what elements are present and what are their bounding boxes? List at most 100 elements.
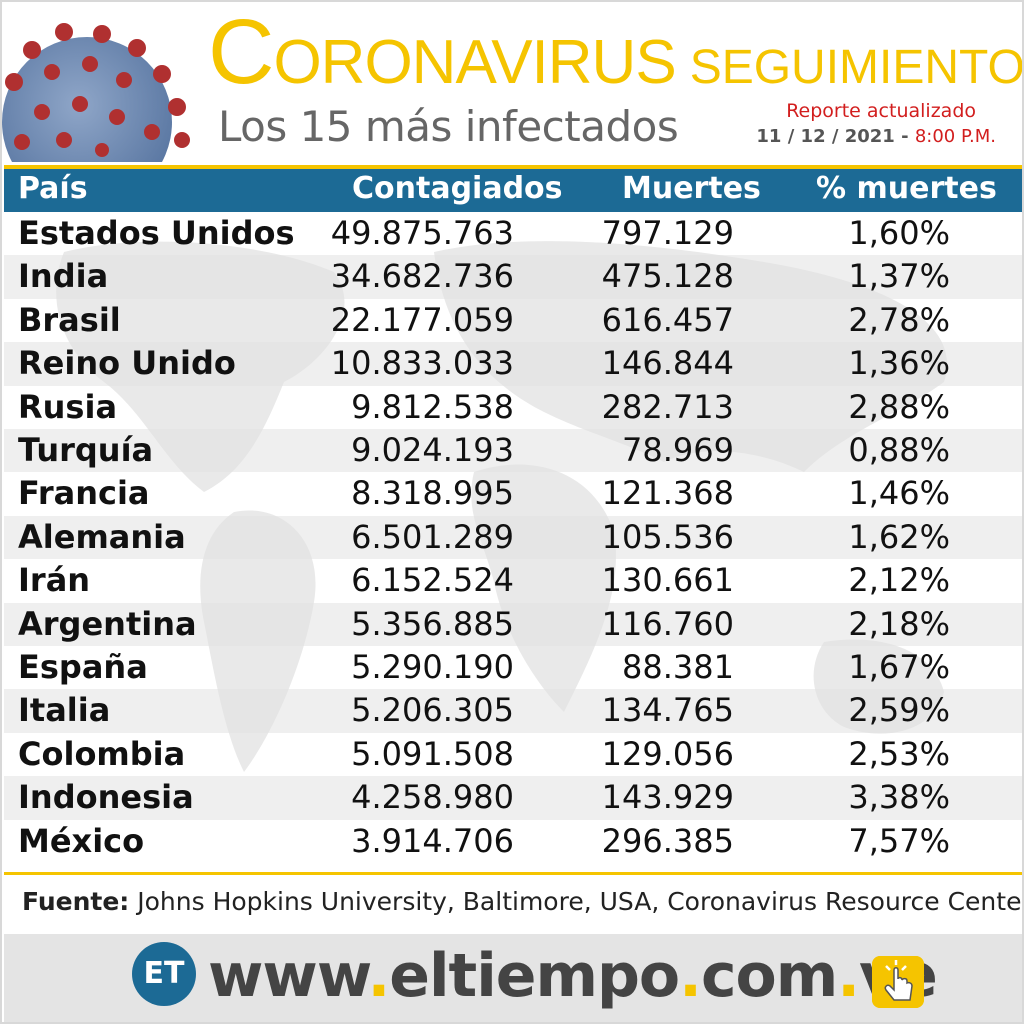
cell-country: Francia — [18, 474, 150, 513]
cell-pct: 2,18% — [848, 604, 950, 643]
cell-deaths: 146.844 — [601, 344, 734, 383]
cell-deaths: 129.056 — [601, 734, 734, 773]
cell-country: Reino Unido — [18, 344, 236, 383]
cell-deaths: 105.536 — [601, 517, 734, 556]
cell-deaths: 616.457 — [601, 300, 734, 339]
table-row: Turquía 9.024.193 78.969 0,88% — [4, 429, 1022, 473]
cell-cases: 5.356.885 — [351, 604, 514, 643]
table-row: Indonesia 4.258.980 143.929 3,38% — [4, 776, 1022, 820]
cell-country: Estados Unidos — [18, 214, 295, 252]
table-row: Estados Unidos 49.875.763 797.129 1,60% — [4, 212, 1022, 255]
cell-deaths: 88.381 — [622, 648, 734, 686]
cell-deaths: 797.129 — [601, 214, 734, 252]
cell-pct: 2,88% — [848, 387, 950, 426]
cell-country: Alemania — [18, 517, 186, 556]
cell-deaths: 116.760 — [601, 604, 734, 643]
footer: ET www.eltiempo.com.ve — [4, 934, 1022, 1022]
cell-country: Turquía — [18, 431, 154, 469]
cell-pct: 3,38% — [848, 778, 950, 817]
cell-deaths: 475.128 — [601, 257, 734, 296]
table-row: España 5.290.190 88.381 1,67% — [4, 646, 1022, 689]
table-row: México 3.914.706 296.385 7,57% — [4, 820, 1022, 863]
cell-cases: 6.152.524 — [351, 561, 514, 600]
column-header-deaths: Muertes — [622, 171, 761, 206]
cell-pct: 1,36% — [848, 344, 950, 383]
cell-pct: 0,88% — [848, 431, 950, 469]
cell-pct: 1,60% — [848, 214, 950, 252]
site-part: eltiempo — [389, 941, 680, 1011]
table-row: Brasil 22.177.059 616.457 2,78% — [4, 299, 1022, 342]
cell-deaths: 121.368 — [601, 474, 734, 513]
cell-cases: 5.290.190 — [351, 648, 514, 686]
table-row: Reino Unido 10.833.033 146.844 1,36% — [4, 342, 1022, 386]
table-row: Rusia 9.812.538 282.713 2,88% — [4, 386, 1022, 429]
source-label: Fuente: — [22, 887, 130, 916]
site-part: www — [208, 941, 368, 1011]
title-secondary: SEGUIMIENTO — [689, 41, 1024, 94]
cell-cases: 4.258.980 — [351, 778, 514, 817]
cell-cases: 5.206.305 — [351, 691, 514, 730]
table-row: Argentina 5.356.885 116.760 2,18% — [4, 602, 1022, 646]
table-row: Irán 6.152.524 130.661 2,12% — [4, 559, 1022, 602]
cell-country: Argentina — [18, 604, 197, 643]
cell-pct: 2,59% — [848, 691, 950, 730]
cell-cases: 34.682.736 — [330, 257, 514, 296]
cell-country: México — [18, 821, 145, 860]
table-bottom-rule — [4, 872, 1022, 875]
cell-country: Indonesia — [18, 778, 194, 817]
title-initial: C — [208, 1, 274, 103]
cell-cases: 5.091.508 — [351, 734, 514, 773]
cell-deaths: 282.713 — [601, 387, 734, 426]
coronavirus-icon — [2, 23, 190, 162]
cell-deaths: 296.385 — [601, 821, 734, 860]
cell-pct: 2,78% — [848, 300, 950, 339]
cell-pct: 1,46% — [848, 474, 950, 513]
site-dot: . — [367, 941, 390, 1011]
report-date-value: 11 / 12 / 2021 - — [756, 126, 909, 147]
report-label: Reporte actualizado — [786, 100, 976, 122]
page-subtitle: Los 15 más infectados — [218, 102, 679, 151]
cell-pct: 2,53% — [848, 734, 950, 773]
report-date: 11 / 12 / 2021 - 8:00 P.M. — [756, 126, 996, 147]
cell-cases: 9.812.538 — [351, 387, 514, 426]
cell-country: India — [18, 257, 109, 296]
source-text: Johns Hopkins University, Baltimore, USA… — [129, 887, 1024, 916]
cell-pct: 2,12% — [848, 561, 950, 600]
cell-cases: 9.024.193 — [351, 431, 514, 469]
table-row: Colombia 5.091.508 129.056 2,53% — [4, 733, 1022, 776]
cell-cases: 8.318.995 — [351, 474, 514, 513]
cell-country: Rusia — [18, 387, 118, 426]
cell-country: Italia — [18, 691, 111, 730]
report-time: 8:00 P.M. — [914, 126, 996, 147]
column-header-country: País — [18, 171, 88, 206]
table-row: Francia 8.318.995 121.368 1,46% — [4, 472, 1022, 515]
cell-deaths: 130.661 — [601, 561, 734, 600]
cell-pct: 1,37% — [848, 257, 950, 296]
cell-deaths: 134.765 — [601, 691, 734, 730]
cell-deaths: 78.969 — [622, 431, 734, 469]
cell-cases: 3.914.706 — [351, 821, 514, 860]
table-header: País Contagiados Muertes % muertes — [4, 165, 1022, 212]
cell-deaths: 143.929 — [601, 778, 734, 817]
site-dot: . — [679, 941, 702, 1011]
cell-cases: 6.501.289 — [351, 517, 514, 556]
table-row: Italia 5.206.305 134.765 2,59% — [4, 689, 1022, 733]
et-logo: ET — [132, 942, 196, 1006]
cell-cases: 10.833.033 — [330, 344, 514, 383]
column-header-pct: % muertes — [816, 171, 997, 206]
table-body: Estados Unidos 49.875.763 797.129 1,60% Indi… — [4, 212, 1022, 863]
cell-pct: 1,67% — [848, 648, 950, 686]
column-header-cases: Contagiados — [352, 171, 563, 206]
hand-click-icon — [872, 956, 924, 1008]
table-row: Alemania 6.501.289 105.536 1,62% — [4, 515, 1022, 560]
table-row: India 34.682.736 475.128 1,37% — [4, 255, 1022, 299]
website-link[interactable]: www.eltiempo.com.ve — [208, 934, 938, 1018]
site-part: com — [700, 941, 838, 1011]
site-dot: . — [837, 941, 860, 1011]
cell-country: Colombia — [18, 734, 186, 773]
cell-pct: 7,57% — [848, 821, 950, 860]
cell-country: Irán — [18, 561, 91, 600]
cell-country: España — [18, 648, 148, 686]
page-title: CORONAVIRUS SEGUIMIENTO — [208, 6, 1024, 98]
